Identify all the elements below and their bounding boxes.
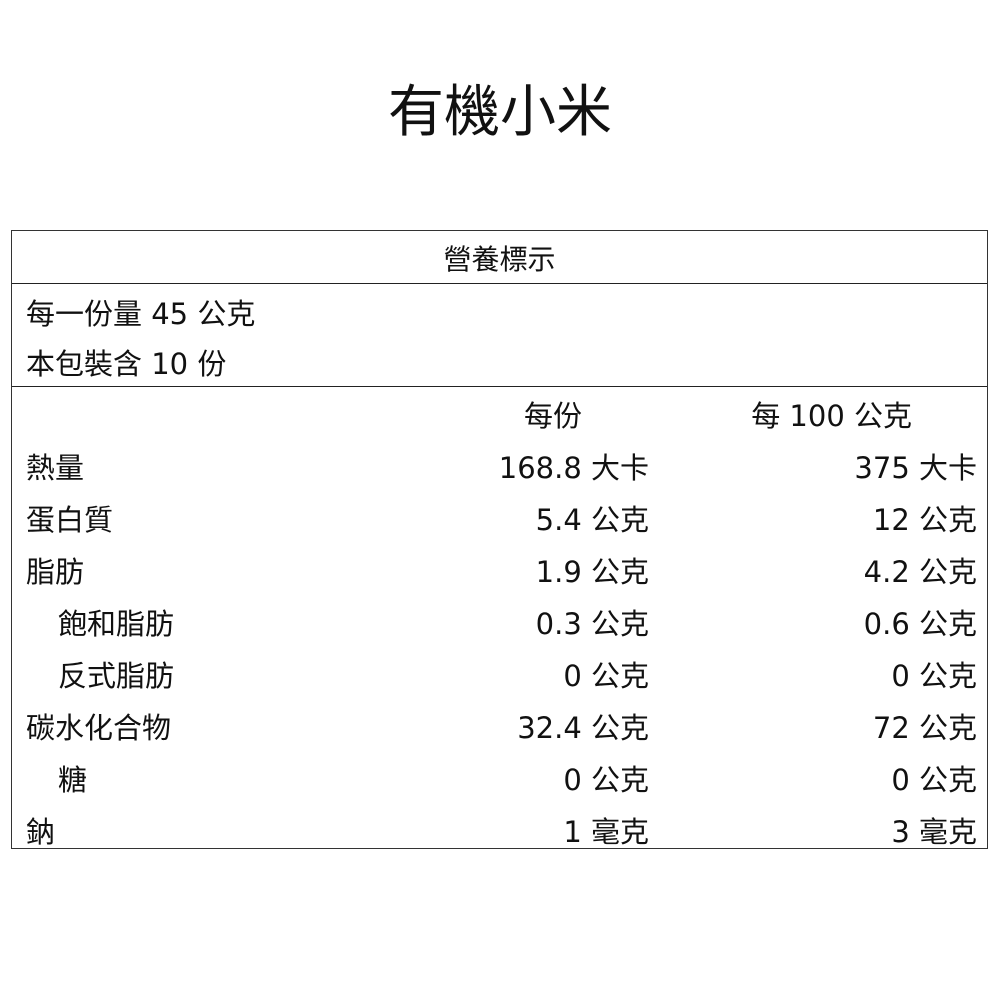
nutrient-name: 飽和脂肪 [58, 607, 175, 641]
divider [12, 386, 987, 387]
per-100g-value: 0.6 公克 [863, 607, 977, 641]
nutrient-name: 熱量 [26, 451, 85, 485]
nutrient-row: 飽和脂肪 0.3 公克 0.6 公克 [12, 602, 987, 646]
nutrient-name: 反式脂肪 [58, 659, 175, 693]
column-header-row: 每份 每 100 公克 [12, 394, 987, 438]
per-100g-value: 0 公克 [891, 763, 977, 797]
product-title: 有機小米 [388, 80, 612, 145]
per-serving-value: 5.4 公克 [535, 503, 649, 537]
serving-size: 每一份量 45 公克 [26, 297, 256, 331]
nutrient-row: 反式脂肪 0 公克 0 公克 [12, 654, 987, 698]
nutrient-row: 鈉 1 毫克 3 毫克 [12, 810, 987, 854]
per-serving-value: 0 公克 [563, 763, 649, 797]
nutrient-name: 脂肪 [26, 555, 85, 589]
column-header-per-100g: 每 100 公克 [751, 399, 912, 433]
nutrient-name: 糖 [58, 763, 88, 797]
per-100g-value: 0 公克 [891, 659, 977, 693]
per-serving-value: 1 毫克 [563, 815, 649, 849]
column-header-per-serving: 每份 [523, 399, 582, 433]
per-serving-value: 168.8 大卡 [498, 451, 649, 485]
per-serving-value: 1.9 公克 [535, 555, 649, 589]
nutrient-row: 脂肪 1.9 公克 4.2 公克 [12, 550, 987, 594]
per-100g-value: 12 公克 [872, 503, 977, 537]
per-serving-value: 0.3 公克 [535, 607, 649, 641]
per-100g-value: 72 公克 [872, 711, 977, 745]
nutrient-row: 糖 0 公克 0 公克 [12, 758, 987, 802]
per-100g-value: 375 大卡 [854, 451, 977, 485]
per-serving-value: 0 公克 [563, 659, 649, 693]
nutrient-row: 蛋白質 5.4 公克 12 公克 [12, 498, 987, 542]
nutrient-row: 熱量 168.8 大卡 375 大卡 [12, 446, 987, 490]
nutrition-header: 營養標示 [12, 231, 987, 284]
nutrient-row: 碳水化合物 32.4 公克 72 公克 [12, 706, 987, 750]
nutrient-name: 鈉 [26, 815, 56, 849]
per-100g-value: 3 毫克 [891, 815, 977, 849]
per-serving-value: 32.4 公克 [517, 711, 649, 745]
nutrition-facts-table: 營養標示 每一份量 45 公克 本包裝含 10 份 每份 每 100 公克 熱量… [11, 230, 988, 849]
per-100g-value: 4.2 公克 [863, 555, 977, 589]
servings-per-package: 本包裝含 10 份 [26, 347, 227, 381]
nutrient-name: 蛋白質 [26, 503, 114, 537]
nutrient-name: 碳水化合物 [26, 711, 172, 745]
